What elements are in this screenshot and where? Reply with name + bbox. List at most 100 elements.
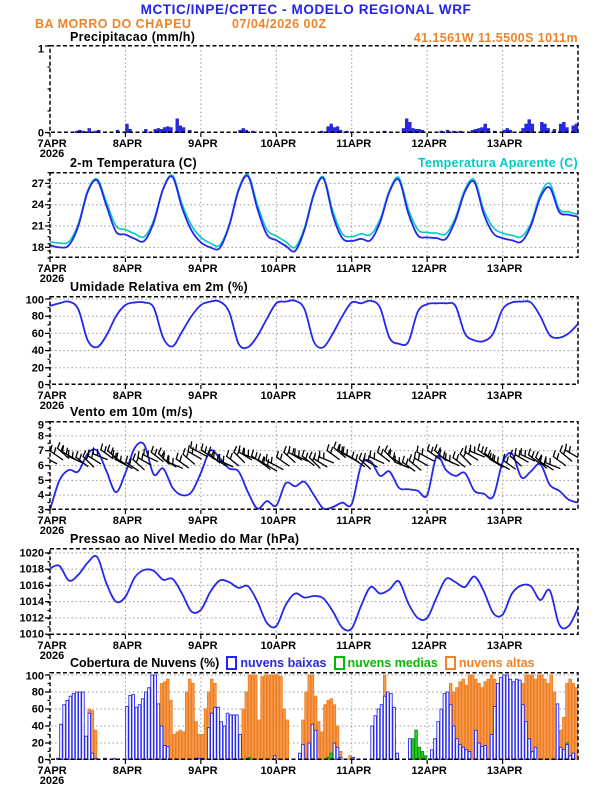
svg-text:1016: 1016	[20, 580, 44, 592]
svg-text:9APR: 9APR	[188, 390, 217, 402]
series-2-m-Temperatura-(C)	[50, 174, 578, 253]
wind-barbs	[50, 441, 578, 472]
legend-label-medias: nuvens medias	[347, 656, 438, 670]
svg-text:12APR: 12APR	[411, 390, 447, 402]
gridlines	[51, 549, 577, 634]
svg-text:11APR: 11APR	[336, 390, 371, 402]
humidity-chart: 0 20 40 60 80 100 7APR 2026 8APR 9APR 10APR 11APR 12…	[0, 295, 612, 418]
svg-text:4: 4	[38, 490, 45, 502]
svg-text:8APR: 8APR	[113, 138, 142, 150]
panel-title-pressure: Pressao ao Nivel Medio do Mar (hPa)	[70, 532, 300, 546]
svg-text:20: 20	[32, 737, 44, 749]
axis-ticks	[45, 674, 504, 764]
location-coordinates: 41.1561W 11.5500S 1011m	[413, 31, 578, 45]
svg-text:13APR: 13APR	[487, 765, 523, 777]
svg-text:8: 8	[38, 430, 44, 442]
svg-text:60: 60	[32, 328, 44, 340]
svg-text:12APR: 12APR	[411, 765, 447, 777]
svg-text:2026: 2026	[40, 775, 64, 787]
panel-title-wind: Vento em 10m (m/s)	[70, 405, 193, 419]
svg-text:18: 18	[32, 242, 44, 254]
svg-text:0: 0	[38, 755, 44, 767]
svg-text:3: 3	[38, 505, 44, 517]
axis-ticks	[45, 552, 504, 639]
svg-text:2026: 2026	[40, 148, 64, 160]
svg-text:10APR: 10APR	[261, 138, 297, 150]
svg-text:1: 1	[38, 45, 44, 56]
clouds-title-row: Cobertura de Nuvens (%) nuvens baixas nu…	[70, 656, 535, 670]
precipitation-chart: 0 1 7APR 2026 8APR 9APR 10APR 11APR 12APR 13APR	[0, 44, 612, 166]
svg-text:6: 6	[38, 460, 44, 472]
svg-text:12APR: 12APR	[411, 263, 447, 275]
legend-nuvens-baixas: nuvens baixas	[226, 656, 327, 670]
station-name: BA MORRO DO CHAPEU	[35, 17, 192, 31]
gridlines	[51, 173, 577, 257]
svg-text:8APR: 8APR	[113, 263, 142, 275]
panel-title-clouds: Cobertura de Nuvens (%)	[70, 656, 220, 670]
legend-label-baixas: nuvens baixas	[240, 656, 327, 670]
svg-text:8APR: 8APR	[113, 765, 142, 777]
svg-text:0: 0	[38, 380, 44, 392]
svg-text:9APR: 9APR	[188, 515, 217, 527]
svg-text:10APR: 10APR	[261, 263, 297, 275]
axis-ticks	[45, 172, 504, 262]
svg-text:80: 80	[32, 311, 44, 323]
plot-border	[49, 45, 579, 133]
svg-text:9APR: 9APR	[188, 138, 217, 150]
svg-text:1014: 1014	[20, 596, 45, 608]
svg-text:11APR: 11APR	[336, 640, 371, 652]
plot-border	[49, 672, 579, 760]
svg-text:11APR: 11APR	[336, 765, 371, 777]
run-datetime: 07/04/2026 00Z	[232, 17, 327, 31]
plot-border	[49, 421, 579, 510]
svg-text:0: 0	[38, 128, 44, 140]
svg-text:7APR: 7APR	[37, 765, 66, 777]
legend-swatch-medias-icon	[333, 656, 345, 670]
svg-text:20: 20	[32, 362, 44, 374]
series-pressao-nivel-do-mar	[50, 555, 578, 632]
svg-text:12APR: 12APR	[411, 138, 447, 150]
svg-text:8APR: 8APR	[113, 390, 142, 402]
svg-text:11APR: 11APR	[336, 263, 371, 275]
svg-text:10APR: 10APR	[261, 515, 297, 527]
legend-label-altas: nuvens altas	[458, 656, 535, 670]
series-nuvens-baixas	[56, 674, 575, 760]
svg-text:12APR: 12APR	[411, 640, 447, 652]
legend-swatch-baixas-icon	[226, 656, 238, 670]
svg-text:8APR: 8APR	[113, 515, 142, 527]
svg-text:80: 80	[32, 686, 44, 698]
svg-text:21: 21	[32, 221, 44, 233]
svg-text:7APR: 7APR	[37, 138, 66, 150]
panel-title-temperature: 2-m Temperatura (C)	[70, 156, 198, 170]
svg-text:2026: 2026	[40, 525, 64, 537]
gridlines	[51, 297, 577, 384]
svg-text:9APR: 9APR	[188, 640, 217, 652]
svg-text:2026: 2026	[40, 400, 64, 412]
svg-text:13APR: 13APR	[487, 263, 523, 275]
pressure-chart: 1010 1012 1014 1016 1018 1020 7APR 2026 8APR 9APR…	[0, 547, 612, 668]
svg-text:9APR: 9APR	[188, 765, 217, 777]
svg-text:60: 60	[32, 703, 44, 715]
clouds-chart: 0 20 40 60 80 100 7APR 2026 8APR 9APR 10APR 11APR 12…	[0, 671, 612, 792]
svg-text:10APR: 10APR	[261, 640, 297, 652]
wind-chart: 3 4 5 6 7 8 9 7APR 2026 8APR 9APR 10APR 11APR 12APR 13…	[0, 420, 612, 543]
svg-text:7APR: 7APR	[37, 640, 66, 652]
svg-text:13APR: 13APR	[487, 390, 523, 402]
svg-text:7APR: 7APR	[37, 515, 66, 527]
panel-title-precipitation: Precipitacao (mm/h)	[70, 30, 196, 44]
svg-text:24: 24	[32, 199, 45, 211]
panel-title-humidity: Umidade Relativa em 2m (%)	[70, 280, 248, 294]
svg-text:13APR: 13APR	[487, 515, 523, 527]
